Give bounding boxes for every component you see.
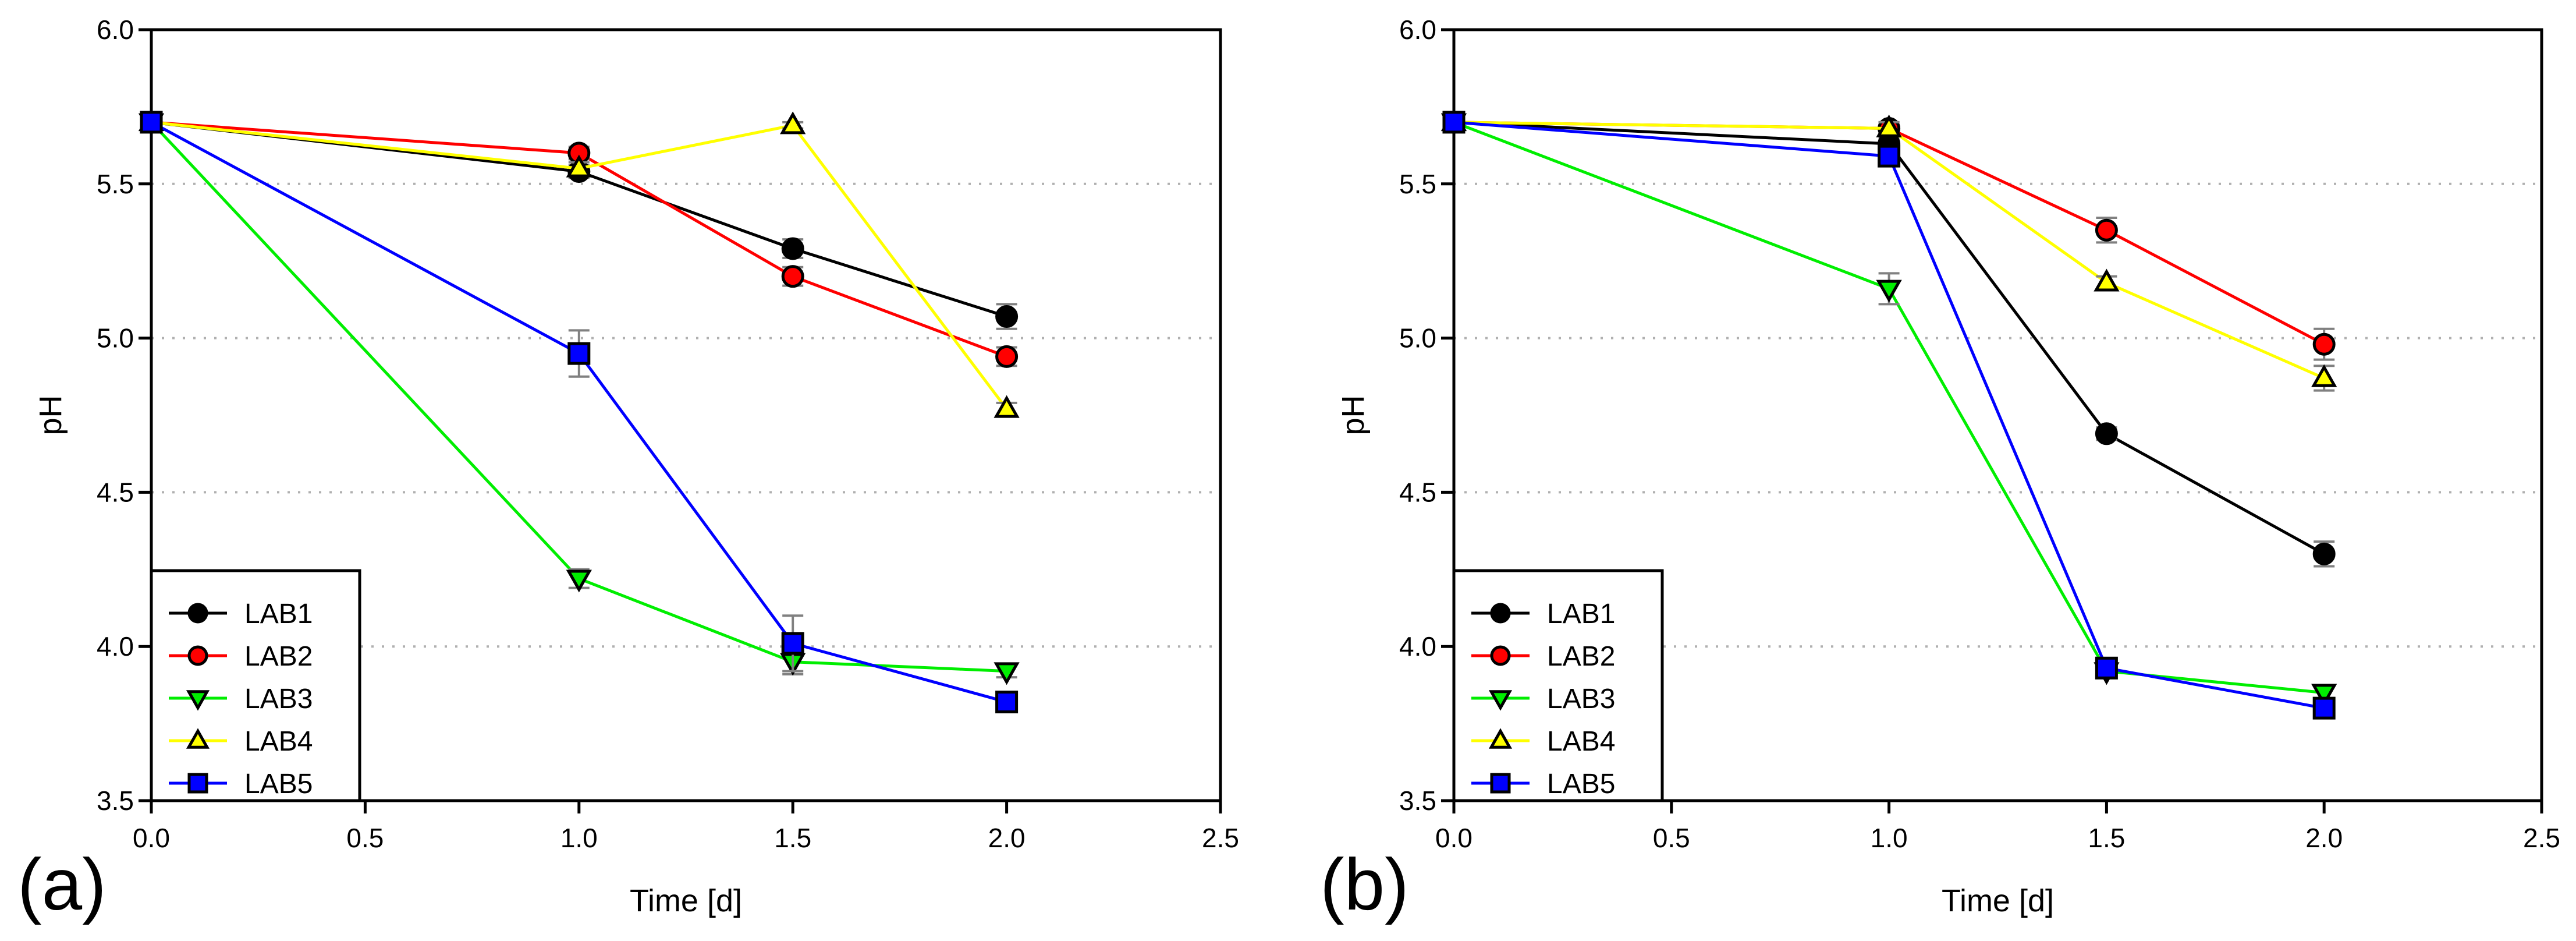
series-line: [150, 121, 1007, 673]
data-point: [566, 154, 592, 178]
legend-label: LAB5: [244, 769, 313, 800]
panel-label: (a): [17, 844, 107, 925]
x-tick-label: 1.5: [774, 823, 811, 853]
legend-box: [1452, 569, 1664, 802]
data-point: [1442, 111, 1466, 134]
series-line: [151, 121, 1007, 318]
y-tick-label: 5.0: [97, 323, 134, 353]
series-line: [151, 121, 1008, 410]
data-point: [994, 395, 1020, 418]
series-line: [150, 121, 1007, 703]
legend: LAB1 LAB2 LAB3 LAB4 LAB5: [1452, 569, 1664, 802]
panel-label: (b): [1320, 844, 1409, 925]
data-point: [2095, 422, 2118, 445]
plot-frame: [1452, 28, 2543, 802]
x-tick-label: 1.5: [2088, 823, 2125, 853]
data-point: [1876, 114, 1902, 137]
x-axis-label: Time [d]: [1942, 883, 2054, 918]
data-point: [566, 569, 592, 593]
y-tick-label: 4.5: [1399, 477, 1436, 507]
data-point: [2312, 542, 2336, 565]
legend-label: LAB4: [1547, 726, 1615, 757]
legend: LAB1 LAB2 LAB3 LAB4 LAB5: [150, 569, 361, 802]
data-point: [1876, 280, 1902, 303]
y-tick-label: 5.5: [1399, 169, 1436, 199]
legend-marker: [1488, 690, 1513, 711]
legend-label: LAB1: [1547, 599, 1615, 629]
chart-panel-b: 3.5 4.0 4.5 5.0 5.5 6.0 0.0 0.5 1.0 1.5 2.0 2.5 Time…: [1320, 15, 2560, 925]
data-point: [994, 662, 1020, 685]
legend-marker: [187, 773, 208, 794]
legend-marker: [1490, 773, 1511, 794]
data-point: [781, 265, 804, 288]
data-point: [780, 111, 806, 135]
y-axis-label: pH: [33, 395, 68, 435]
series-line: [1453, 121, 2325, 710]
x-tick-label: 0.5: [1653, 823, 1690, 853]
legend-marker: [1490, 603, 1511, 624]
legend-label: LAB2: [244, 641, 313, 672]
y-tick-label: 6.0: [97, 15, 134, 45]
series-line: [151, 121, 1007, 358]
series-lab1: [1442, 111, 2336, 568]
legend-marker: [187, 603, 208, 624]
x-tick-label: 2.5: [2523, 823, 2560, 853]
x-tick-label: 2.0: [988, 823, 1026, 853]
x-tick-label: 1.0: [560, 823, 598, 853]
data-point: [2094, 268, 2120, 292]
legend-label: LAB3: [1547, 684, 1615, 714]
legend-marker: [1488, 728, 1513, 749]
x-tick-label: 2.0: [2305, 823, 2343, 853]
legend-marker: [186, 690, 210, 711]
data-point: [2311, 684, 2337, 707]
legend-marker: [186, 728, 210, 749]
y-tick-label: 5.5: [97, 169, 134, 199]
x-tick-label: 0.5: [346, 823, 384, 853]
data-point: [995, 305, 1019, 328]
series-line: [1453, 121, 2325, 695]
x-tick-label: 0.0: [1435, 823, 1472, 853]
y-tick-label: 6.0: [1399, 15, 1436, 45]
y-axis-label: pH: [1336, 395, 1371, 435]
legend-label: LAB1: [244, 599, 313, 629]
data-point: [995, 345, 1019, 368]
data-point: [567, 342, 591, 365]
series-lab5: [1442, 111, 2336, 720]
data-point: [2312, 332, 2336, 356]
data-point: [995, 691, 1019, 714]
data-point: [781, 237, 804, 260]
legend-marker: [187, 645, 208, 666]
y-tick-label: 3.5: [97, 786, 134, 816]
data-point: [2311, 364, 2337, 387]
legend-label: LAB2: [1547, 641, 1615, 672]
x-axis-label: Time [d]: [630, 883, 742, 918]
data-point: [1878, 144, 1901, 168]
series-lab2: [140, 111, 1019, 368]
legend-box: [150, 569, 361, 802]
data-point: [140, 111, 163, 134]
legend-label: LAB4: [244, 726, 313, 757]
y-tick-label: 4.5: [97, 477, 134, 507]
x-tick-label: 0.0: [133, 823, 170, 853]
legend-label: LAB5: [1547, 769, 1615, 800]
y-tick-label: 5.0: [1399, 323, 1436, 353]
legend-marker: [1490, 645, 1511, 666]
series-line: [1453, 121, 2325, 380]
series-line: [1453, 121, 2325, 556]
chart-panel-a: 3.5 4.0 4.5 5.0 5.5 6.0 0.0 0.5 1.0 1.5 2.0 2.5 Time…: [17, 15, 1239, 925]
data-point: [2312, 696, 2336, 720]
data-point: [2095, 656, 2118, 680]
x-tick-label: 2.5: [1202, 823, 1239, 853]
y-tick-label: 4.0: [97, 631, 134, 661]
x-tick-label: 1.0: [1871, 823, 1908, 853]
legend-label: LAB3: [244, 684, 313, 714]
y-tick-label: 4.0: [1399, 631, 1436, 661]
data-point: [2095, 218, 2118, 242]
y-tick-label: 3.5: [1399, 786, 1436, 816]
data-point: [781, 632, 804, 655]
plot-frame: [150, 28, 1222, 802]
series-lab5: [140, 111, 1019, 714]
